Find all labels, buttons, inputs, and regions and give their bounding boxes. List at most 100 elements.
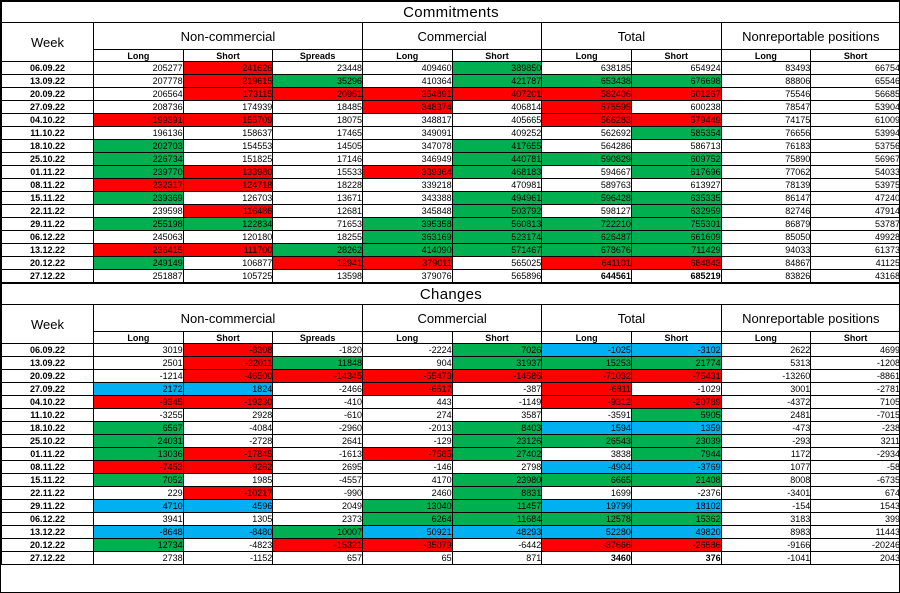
week-cell: 29.11.22 — [1, 499, 94, 513]
value-cell: 2049 — [272, 499, 363, 513]
value-cell: 354891 — [361, 87, 453, 101]
value-cell: 66754 — [810, 61, 899, 75]
value-cell: 345848 — [361, 204, 453, 218]
value-cell: 644561 — [541, 269, 632, 283]
value-cell: 43168 — [810, 269, 899, 283]
value-cell: 13598 — [272, 269, 363, 283]
table-row: 06.09.22 3019 -8308 -1820 -2224 7026 -1025 -310… — [1, 343, 899, 357]
value-cell: 53756 — [810, 139, 899, 153]
value-cell: -4084 — [182, 421, 274, 435]
value-cell: 155709 — [182, 113, 274, 127]
value-cell: -2013 — [361, 421, 453, 435]
value-cell: 50921 — [361, 525, 453, 539]
week-cell: 20.12.22 — [1, 538, 94, 552]
value-cell: 417655 — [451, 139, 543, 153]
value-cell: 1359 — [630, 421, 722, 435]
value-cell: 3001 — [720, 382, 812, 396]
table-row: 29.11.22 4710 4596 2049 13040 11457 19799 18102… — [1, 499, 899, 513]
week-cell: 08.11.22 — [1, 460, 94, 474]
group-commercial: Commercial — [361, 22, 543, 50]
table-row: 29.11.22 255198 122834 71653 395358 560813 722… — [1, 217, 899, 231]
value-cell: 8983 — [720, 525, 812, 539]
value-cell: 15533 — [272, 165, 363, 179]
value-cell: 174939 — [182, 100, 274, 114]
value-cell: -7453 — [93, 460, 184, 474]
value-cell: -8480 — [182, 525, 274, 539]
value-cell: -37666 — [541, 538, 632, 552]
value-cell: 3460 — [541, 551, 632, 565]
table-row: 13.09.22 207778 219615 35296 410364 421787 653… — [1, 74, 899, 88]
value-cell: 594667 — [541, 165, 632, 179]
value-cell: 582406 — [541, 87, 632, 101]
col-commercial-short: Short — [451, 49, 543, 62]
value-cell: 711429 — [630, 243, 722, 257]
value-cell: 389850 — [451, 61, 543, 75]
value-cell: 2373 — [272, 512, 363, 526]
value-cell: -2728 — [182, 434, 274, 448]
value-cell: 120180 — [182, 230, 274, 244]
value-cell: 35296 — [272, 74, 363, 88]
value-cell: -9312 — [541, 395, 632, 409]
value-cell: 78139 — [720, 178, 812, 192]
value-cell: -1025 — [541, 343, 632, 357]
week-cell: 06.12.22 — [1, 230, 94, 244]
table-row: 01.11.22 239770 133980 15533 339364 468183 594… — [1, 165, 899, 179]
value-cell: -7015 — [810, 408, 899, 422]
value-cell: 245063 — [93, 230, 184, 244]
value-cell: 346949 — [361, 152, 453, 166]
value-cell: 676698 — [630, 74, 722, 88]
value-cell: 53975 — [810, 178, 899, 192]
value-cell: 83493 — [720, 61, 812, 75]
value-cell: 4170 — [361, 473, 453, 487]
value-cell: -293 — [720, 434, 812, 448]
value-cell: -15321 — [272, 538, 363, 552]
value-cell: -6442 — [451, 538, 543, 552]
value-cell: 348817 — [361, 113, 453, 127]
group-nonreportable: Nonreportable positions — [720, 304, 899, 332]
value-cell: -7585 — [361, 447, 453, 461]
column-subheader-row: Long Short Spreads Long Short Long Short… — [2, 49, 899, 62]
value-cell: 379011 — [361, 256, 453, 270]
value-cell: -4904 — [541, 460, 632, 474]
commitments-table: Commitments Week Non-commercial Commerci… — [1, 1, 899, 283]
group-header-row: Week Non-commercial Commercial Total Non… — [1, 304, 899, 344]
value-cell: -1820 — [272, 343, 363, 357]
value-cell: 685219 — [630, 269, 722, 283]
value-cell: 111700 — [182, 243, 274, 257]
value-cell: 12681 — [272, 204, 363, 218]
week-cell: 13.09.22 — [1, 356, 94, 370]
week-cell: 20.09.22 — [1, 369, 94, 383]
value-cell: -1208 — [810, 356, 899, 370]
value-cell: 7026 — [451, 343, 543, 357]
value-cell: 1699 — [541, 486, 632, 500]
value-cell: 7105 — [810, 395, 899, 409]
value-cell: 470981 — [451, 178, 543, 192]
week-cell: 25.10.22 — [1, 434, 94, 448]
col-noncommercial-spreads: Spreads — [272, 331, 363, 344]
value-cell: 2501 — [93, 356, 184, 370]
value-cell: 405665 — [451, 113, 543, 127]
table-row: 18.10.22 202703 154553 14505 347078 417655 564… — [1, 139, 899, 153]
value-cell: 414090 — [361, 243, 453, 257]
value-cell: 3019 — [93, 343, 184, 357]
value-cell: 124718 — [182, 178, 274, 192]
value-cell: 399 — [810, 512, 899, 526]
value-cell: 395358 — [361, 217, 453, 231]
changes-body: 06.09.22 3019 -8308 -1820 -2224 7026 -1025 -310… — [1, 343, 899, 565]
value-cell: 1594 — [541, 421, 632, 435]
value-cell: 23039 — [630, 434, 722, 448]
value-cell: 88806 — [720, 74, 812, 88]
week-cell: 08.11.22 — [1, 178, 94, 192]
value-cell: 4596 — [182, 499, 274, 513]
week-cell: 22.11.22 — [1, 486, 94, 500]
value-cell: 75890 — [720, 152, 812, 166]
group-noncommercial: Non-commercial — [93, 304, 363, 332]
table-row: 15.11.22 239369 126703 13671 343388 494961 596… — [1, 191, 899, 205]
value-cell: 1172 — [720, 447, 812, 461]
value-cell: 41125 — [810, 256, 899, 270]
value-cell: 871 — [451, 551, 543, 565]
value-cell: -1041 — [720, 551, 812, 565]
value-cell: 4699 — [810, 343, 899, 357]
value-cell: -10217 — [182, 486, 274, 500]
value-cell: 2460 — [361, 486, 453, 500]
